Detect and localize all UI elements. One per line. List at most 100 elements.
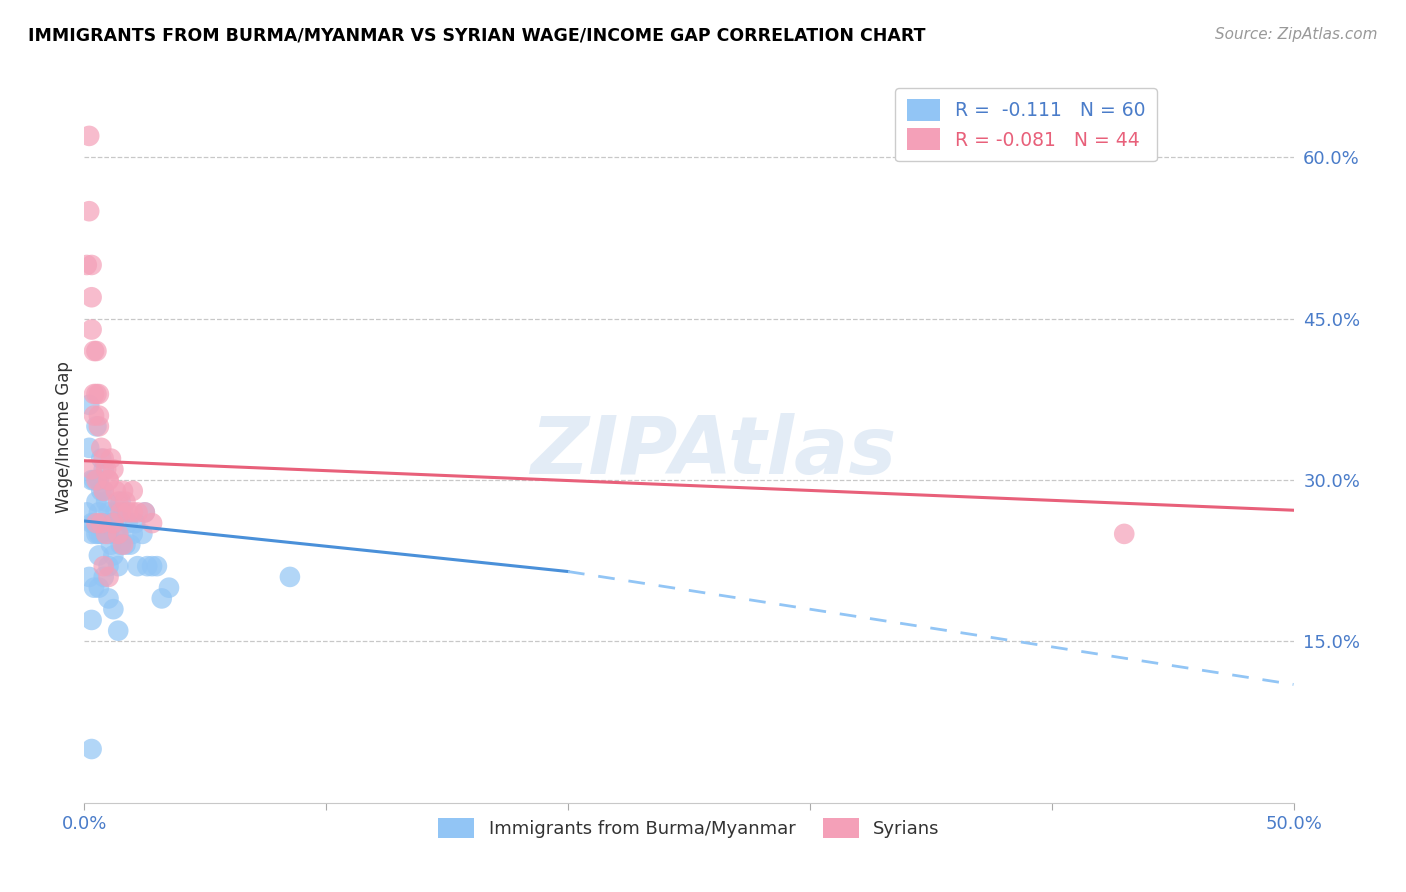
Point bbox=[76, 505, 98, 519]
Point bbox=[114, 494, 136, 508]
Point bbox=[93, 516, 115, 530]
Point bbox=[77, 398, 100, 412]
Point bbox=[157, 581, 180, 595]
Point bbox=[87, 581, 110, 595]
Point bbox=[136, 559, 159, 574]
Point bbox=[83, 409, 105, 423]
Point bbox=[112, 538, 135, 552]
Point bbox=[80, 462, 103, 476]
Point bbox=[93, 483, 115, 498]
Point bbox=[77, 441, 100, 455]
Point bbox=[76, 258, 98, 272]
Point bbox=[134, 505, 156, 519]
Point bbox=[86, 387, 108, 401]
Point bbox=[124, 516, 146, 530]
Point bbox=[97, 570, 120, 584]
Point bbox=[80, 527, 103, 541]
Point bbox=[93, 462, 115, 476]
Point bbox=[80, 322, 103, 336]
Point bbox=[100, 538, 122, 552]
Point bbox=[107, 559, 129, 574]
Point bbox=[120, 538, 142, 552]
Point bbox=[121, 505, 143, 519]
Point bbox=[150, 591, 173, 606]
Text: Source: ZipAtlas.com: Source: ZipAtlas.com bbox=[1215, 27, 1378, 42]
Y-axis label: Wage/Income Gap: Wage/Income Gap bbox=[55, 361, 73, 513]
Point bbox=[110, 505, 132, 519]
Point bbox=[90, 516, 112, 530]
Point bbox=[87, 527, 110, 541]
Point bbox=[77, 570, 100, 584]
Point bbox=[86, 527, 108, 541]
Point bbox=[83, 581, 105, 595]
Point bbox=[83, 516, 105, 530]
Point bbox=[94, 462, 117, 476]
Point bbox=[141, 559, 163, 574]
Point bbox=[97, 473, 120, 487]
Point bbox=[121, 527, 143, 541]
Point bbox=[97, 505, 120, 519]
Point bbox=[103, 462, 125, 476]
Point bbox=[90, 483, 112, 498]
Point bbox=[90, 451, 112, 466]
Text: ZIPAtlas: ZIPAtlas bbox=[530, 413, 896, 491]
Point bbox=[97, 559, 120, 574]
Point bbox=[114, 538, 136, 552]
Point bbox=[100, 451, 122, 466]
Point bbox=[87, 473, 110, 487]
Point bbox=[110, 494, 132, 508]
Point bbox=[86, 419, 108, 434]
Point bbox=[103, 516, 125, 530]
Point bbox=[94, 516, 117, 530]
Point bbox=[141, 516, 163, 530]
Point bbox=[94, 494, 117, 508]
Point bbox=[87, 409, 110, 423]
Point bbox=[107, 624, 129, 638]
Point bbox=[107, 527, 129, 541]
Point bbox=[90, 527, 112, 541]
Point bbox=[80, 290, 103, 304]
Point bbox=[97, 473, 120, 487]
Point bbox=[80, 516, 103, 530]
Point bbox=[83, 473, 105, 487]
Point bbox=[86, 494, 108, 508]
Point bbox=[86, 344, 108, 359]
Point bbox=[104, 527, 127, 541]
Point bbox=[103, 516, 125, 530]
Text: IMMIGRANTS FROM BURMA/MYANMAR VS SYRIAN WAGE/INCOME GAP CORRELATION CHART: IMMIGRANTS FROM BURMA/MYANMAR VS SYRIAN … bbox=[28, 27, 925, 45]
Legend: Immigrants from Burma/Myanmar, Syrians: Immigrants from Burma/Myanmar, Syrians bbox=[432, 811, 946, 845]
Point bbox=[104, 505, 127, 519]
Point bbox=[87, 505, 110, 519]
Point bbox=[80, 258, 103, 272]
Point bbox=[278, 570, 301, 584]
Point bbox=[112, 505, 135, 519]
Point bbox=[112, 483, 135, 498]
Point bbox=[1114, 527, 1136, 541]
Point bbox=[93, 570, 115, 584]
Point bbox=[107, 527, 129, 541]
Point bbox=[90, 441, 112, 455]
Point bbox=[134, 505, 156, 519]
Point bbox=[107, 494, 129, 508]
Point bbox=[77, 204, 100, 219]
Point bbox=[117, 505, 139, 519]
Point bbox=[131, 527, 153, 541]
Point bbox=[77, 128, 100, 143]
Point bbox=[87, 387, 110, 401]
Point bbox=[103, 549, 125, 563]
Point bbox=[117, 516, 139, 530]
Point bbox=[127, 505, 149, 519]
Point bbox=[103, 602, 125, 616]
Point bbox=[94, 527, 117, 541]
Point bbox=[121, 483, 143, 498]
Point bbox=[87, 549, 110, 563]
Point bbox=[80, 473, 103, 487]
Point bbox=[93, 483, 115, 498]
Point bbox=[83, 387, 105, 401]
Point bbox=[97, 591, 120, 606]
Point bbox=[110, 538, 132, 552]
Point bbox=[127, 559, 149, 574]
Point bbox=[80, 613, 103, 627]
Point bbox=[93, 451, 115, 466]
Point bbox=[100, 516, 122, 530]
